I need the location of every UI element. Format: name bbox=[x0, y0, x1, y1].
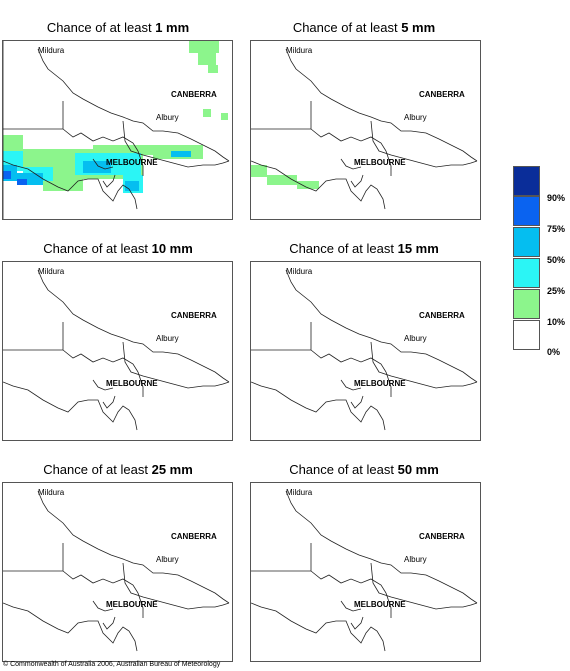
rain-probability-overlay bbox=[3, 41, 228, 193]
map-panel-1mm: Mildura CANBERRA Albury MELBOURNE bbox=[2, 40, 233, 220]
state-borders bbox=[251, 48, 478, 210]
city-label-albury: Albury bbox=[404, 113, 427, 122]
victoria-map: Mildura CANBERRA Albury MELBOURNE bbox=[3, 267, 230, 431]
title-amount: 25 mm bbox=[151, 462, 193, 477]
city-label-mildura: Mildura bbox=[38, 267, 65, 276]
city-label-mildura: Mildura bbox=[286, 46, 313, 55]
map-panel-50mm: Mildura CANBERRA Albury MELBOURNE bbox=[250, 482, 481, 662]
title-amount: 1 mm bbox=[155, 20, 190, 35]
city-label-melbourne: MELBOURNE bbox=[354, 158, 406, 167]
legend-label-90: 90% bbox=[547, 193, 566, 203]
city-label-mildura: Mildura bbox=[286, 488, 313, 497]
city-label-albury: Albury bbox=[404, 555, 427, 564]
city-label-melbourne: MELBOURNE bbox=[106, 379, 158, 388]
legend-label-50: 50% bbox=[547, 255, 566, 265]
state-borders bbox=[3, 490, 230, 652]
legend-swatch-50 bbox=[513, 227, 540, 257]
city-label-canberra: CANBERRA bbox=[419, 311, 465, 320]
city-label-canberra: CANBERRA bbox=[171, 311, 217, 320]
legend-label-0: 0% bbox=[547, 347, 561, 357]
title-prefix: Chance of at least bbox=[43, 241, 152, 256]
legend-swatch-0 bbox=[513, 320, 540, 350]
legend-label-75: 75% bbox=[547, 224, 566, 234]
panel-title-1mm: Chance of at least 1 mm bbox=[0, 20, 236, 35]
panel-title-5mm: Chance of at least 5 mm bbox=[246, 20, 482, 35]
title-prefix: Chance of at least bbox=[46, 20, 156, 35]
legend-swatch-25 bbox=[513, 258, 540, 288]
city-label-albury: Albury bbox=[156, 334, 179, 343]
city-label-canberra: CANBERRA bbox=[171, 532, 217, 541]
victoria-map: Mildura CANBERRA Albury MELBOURNE bbox=[251, 46, 478, 210]
victoria-map: Mildura CANBERRA Albury MELBOURNE bbox=[3, 488, 230, 652]
copyright-notice: © Commonwealth of Australia 2006, Austra… bbox=[3, 661, 221, 668]
legend-swatch-10 bbox=[513, 289, 540, 319]
state-borders bbox=[3, 41, 230, 219]
map-panel-5mm: Mildura CANBERRA Albury MELBOURNE bbox=[250, 40, 481, 220]
city-label-melbourne: MELBOURNE bbox=[354, 600, 406, 609]
title-prefix: Chance of at least bbox=[289, 462, 398, 477]
state-borders bbox=[3, 269, 230, 431]
legend-swatch-75 bbox=[513, 196, 540, 226]
victoria-map: Mildura CANBERRA Albury MELBOURNE bbox=[3, 41, 230, 219]
legend-swatch-90 bbox=[513, 166, 540, 196]
city-label-canberra: CANBERRA bbox=[419, 532, 465, 541]
map-panel-15mm: Mildura CANBERRA Albury MELBOURNE bbox=[250, 261, 481, 441]
map-panel-10mm: Mildura CANBERRA Albury MELBOURNE bbox=[2, 261, 233, 441]
legend-label-10: 10% bbox=[547, 317, 566, 327]
city-label-mildura: Mildura bbox=[38, 488, 65, 497]
city-label-albury: Albury bbox=[404, 334, 427, 343]
title-amount: 5 mm bbox=[401, 20, 436, 35]
city-label-canberra: CANBERRA bbox=[171, 90, 217, 99]
city-label-melbourne: MELBOURNE bbox=[106, 600, 158, 609]
city-label-albury: Albury bbox=[156, 113, 179, 122]
state-borders bbox=[251, 269, 478, 431]
city-label-albury: Albury bbox=[156, 555, 179, 564]
title-prefix: Chance of at least bbox=[289, 241, 398, 256]
state-borders bbox=[251, 490, 478, 652]
panel-title-25mm: Chance of at least 25 mm bbox=[0, 462, 236, 477]
title-amount: 10 mm bbox=[151, 241, 193, 256]
panel-title-10mm: Chance of at least 10 mm bbox=[0, 241, 236, 256]
map-panel-25mm: Mildura CANBERRA Albury MELBOURNE bbox=[2, 482, 233, 662]
title-amount: 15 mm bbox=[397, 241, 439, 256]
city-label-melbourne: MELBOURNE bbox=[354, 379, 406, 388]
city-label-canberra: CANBERRA bbox=[419, 90, 465, 99]
victoria-map: Mildura CANBERRA Albury MELBOURNE bbox=[251, 267, 478, 431]
panel-title-50mm: Chance of at least 50 mm bbox=[246, 462, 482, 477]
city-label-mildura: Mildura bbox=[286, 267, 313, 276]
city-label-melbourne: MELBOURNE bbox=[106, 158, 158, 167]
city-label-mildura: Mildura bbox=[38, 46, 65, 55]
victoria-map: Mildura CANBERRA Albury MELBOURNE bbox=[251, 488, 478, 652]
title-prefix: Chance of at least bbox=[292, 20, 402, 35]
legend-label-25: 25% bbox=[547, 286, 566, 296]
panel-title-15mm: Chance of at least 15 mm bbox=[246, 241, 482, 256]
rain-probability-overlay bbox=[251, 165, 319, 189]
title-prefix: Chance of at least bbox=[43, 462, 152, 477]
title-amount: 50 mm bbox=[397, 462, 439, 477]
